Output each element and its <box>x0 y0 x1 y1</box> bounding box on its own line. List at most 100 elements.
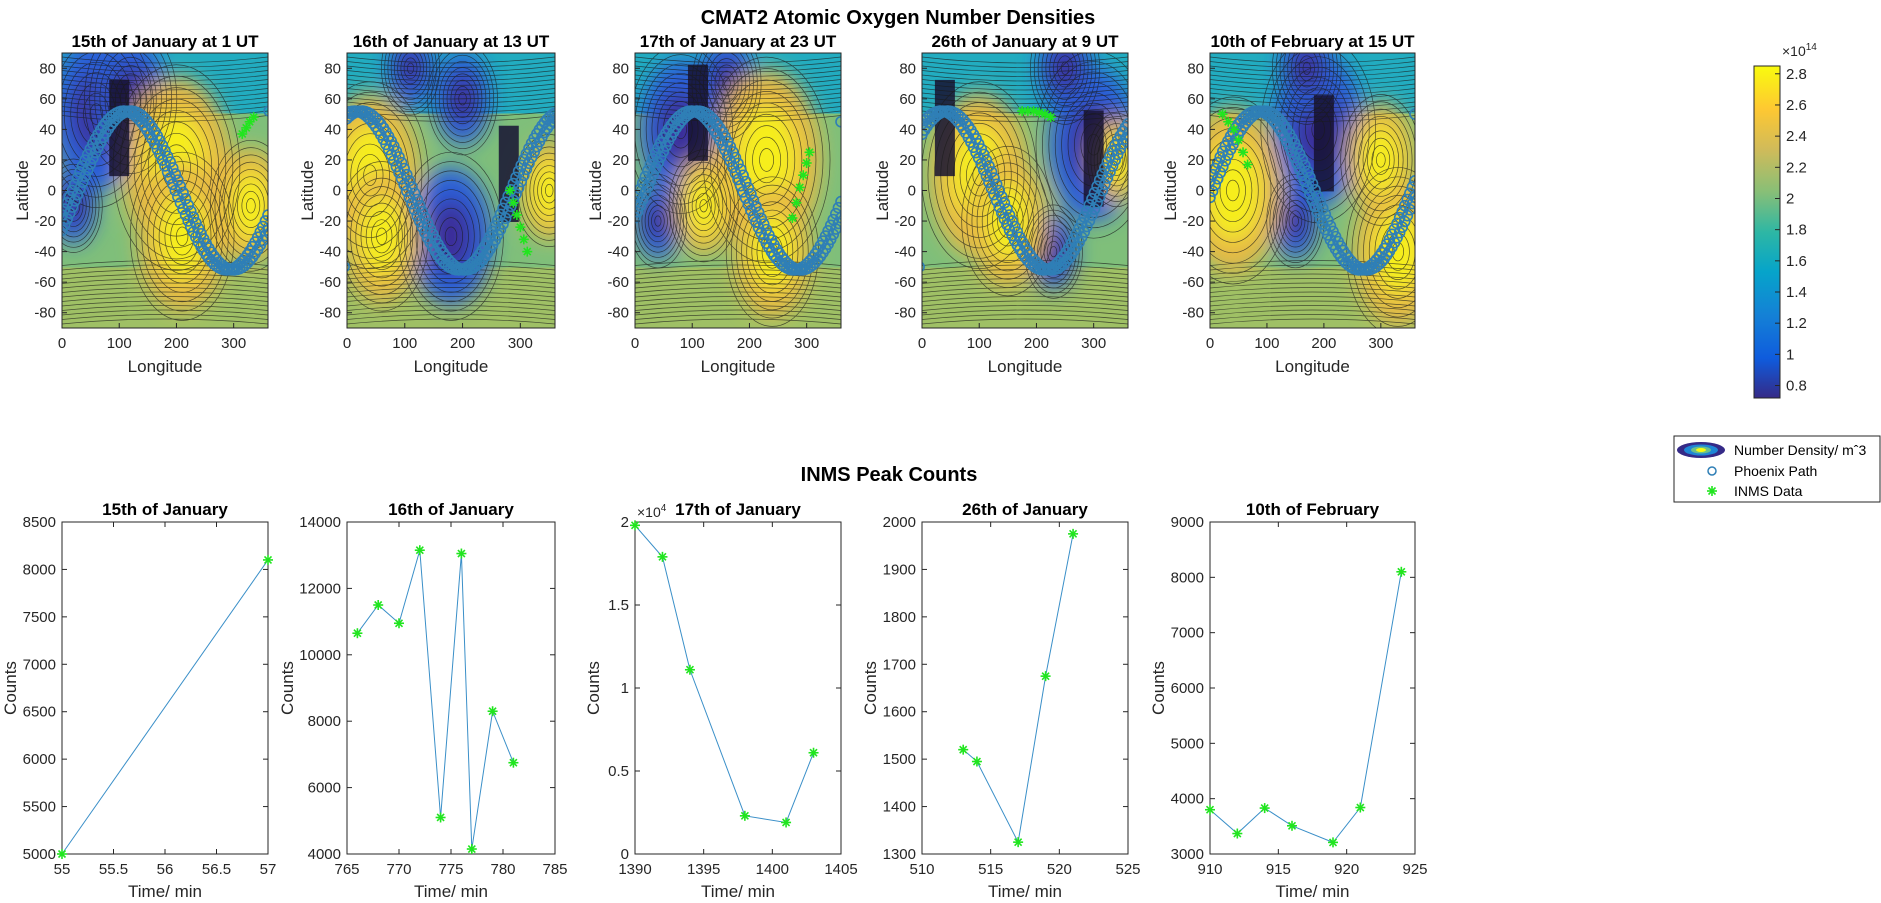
contour-line <box>695 192 712 219</box>
phoenix-path-marker <box>81 164 94 176</box>
contour-line <box>347 318 555 325</box>
y-tick-label: 10000 <box>299 647 341 664</box>
contour-line <box>691 186 716 225</box>
phoenix-path-marker <box>827 228 840 241</box>
asterisk-stroke <box>415 546 424 555</box>
phoenix-path-marker <box>757 218 770 230</box>
phoenix-path-marker <box>1322 214 1334 227</box>
peak-density-region <box>687 176 720 236</box>
contour-line <box>687 180 720 232</box>
asterisk-stroke <box>1041 672 1050 681</box>
contour-line <box>927 91 1031 259</box>
phoenix-path-marker <box>549 112 555 125</box>
contour-line <box>922 314 1128 320</box>
contour-line <box>1272 53 1342 125</box>
phoenix-path-marker <box>1319 208 1332 221</box>
inms-data-marker <box>522 246 533 257</box>
contour-line <box>237 183 265 228</box>
y-axis-label: Latitude <box>586 160 605 221</box>
contour-line <box>210 139 268 272</box>
contour-line <box>695 53 758 134</box>
phoenix-path-marker <box>497 218 509 230</box>
asterisk-stroke <box>488 707 497 716</box>
contour-line <box>1357 185 1415 318</box>
inms-points <box>237 112 259 139</box>
x-tick-label: 100 <box>1254 335 1279 352</box>
map-panel-title: 26th of January at 9 UT <box>931 32 1119 51</box>
contour-line <box>365 211 398 262</box>
phoenix-path-marker <box>1396 221 1408 233</box>
colorbar-ticks: 2.8 2.6 2.4 2.2 2 1.8 1.6 1.4 1.2 1 0.8 <box>1775 66 1807 395</box>
contour-line <box>241 190 261 221</box>
phoenix-path-marker <box>1001 203 1013 215</box>
contour-line <box>940 112 1019 238</box>
contour-line <box>1080 123 1107 166</box>
y-tick-label: 8500 <box>23 514 56 531</box>
data-point <box>1355 802 1366 813</box>
colorbar-tick-label: 1 <box>1786 346 1794 363</box>
y-tick-label: 0 <box>1196 183 1204 200</box>
x-axis-label: Time/ min <box>988 882 1062 901</box>
phoenix-path-marker <box>172 174 184 186</box>
asterisk-stroke <box>685 665 694 674</box>
phoenix-path-marker <box>74 182 86 195</box>
phoenix-path-marker <box>1086 209 1098 221</box>
phoenix-path <box>347 105 555 276</box>
series-line <box>61 559 269 855</box>
y-tick-label: 6000 <box>308 780 341 797</box>
x-tick-label: 100 <box>392 335 417 352</box>
contour-line <box>759 148 775 172</box>
phoenix-path-marker <box>1210 185 1219 197</box>
inms-data-marker <box>1045 112 1056 123</box>
data-point <box>1205 804 1215 815</box>
contour-line <box>223 161 268 250</box>
contour-line <box>922 269 1128 275</box>
phoenix-path-marker <box>657 145 670 158</box>
contour-line <box>62 282 268 289</box>
y-tick-label: 14000 <box>299 514 341 531</box>
legend: Number Density/ mˆ3 Phoenix Path INMS Da… <box>1673 435 1881 503</box>
phoenix-path-marker <box>1214 166 1227 179</box>
contour-line <box>1041 53 1089 107</box>
contour-line <box>703 53 750 122</box>
y-tick-label: -80 <box>894 305 916 322</box>
contour-line <box>1210 74 1415 82</box>
asterisk-stroke <box>1356 803 1365 812</box>
phoenix-path-marker <box>177 186 189 199</box>
phoenix-path-marker <box>395 156 408 169</box>
contour-line <box>1283 53 1331 107</box>
asterisk-stroke <box>523 247 532 256</box>
y-tick-label: 0 <box>908 183 916 200</box>
contour-line <box>381 53 441 116</box>
contour-line <box>676 161 731 250</box>
contour-line <box>1210 106 1415 113</box>
peak-density-region <box>737 105 797 215</box>
asterisk-stroke <box>788 213 797 223</box>
y-tick-label: 40 <box>612 121 629 138</box>
asterisk-stroke <box>457 549 466 558</box>
phoenix-path-marker <box>635 205 644 218</box>
y-axis-label: Latitude <box>873 160 892 221</box>
asterisk-stroke <box>802 158 811 168</box>
x-tick-label: 300 <box>508 335 533 352</box>
y-tick-label: 1900 <box>883 561 916 578</box>
contour-line <box>529 158 555 223</box>
contour-line <box>635 314 841 320</box>
contour-line <box>635 305 841 311</box>
phoenix-path-marker <box>724 140 737 153</box>
x-axis-label: Time/ min <box>1276 882 1350 901</box>
contour-line <box>714 64 739 103</box>
y-tick-label: 7000 <box>23 656 56 673</box>
contour-line <box>1275 53 1338 119</box>
contour-line <box>635 287 841 293</box>
contour-line <box>176 226 189 247</box>
x-tick-label: 525 <box>1115 861 1140 878</box>
phoenix-path-marker <box>985 166 998 178</box>
phoenix-path-marker <box>549 107 555 119</box>
contour-line <box>922 282 1128 289</box>
contour-line <box>635 53 734 214</box>
phoenix-path-marker <box>1122 118 1128 130</box>
contour-line <box>62 273 268 280</box>
contour-line <box>922 74 1128 82</box>
